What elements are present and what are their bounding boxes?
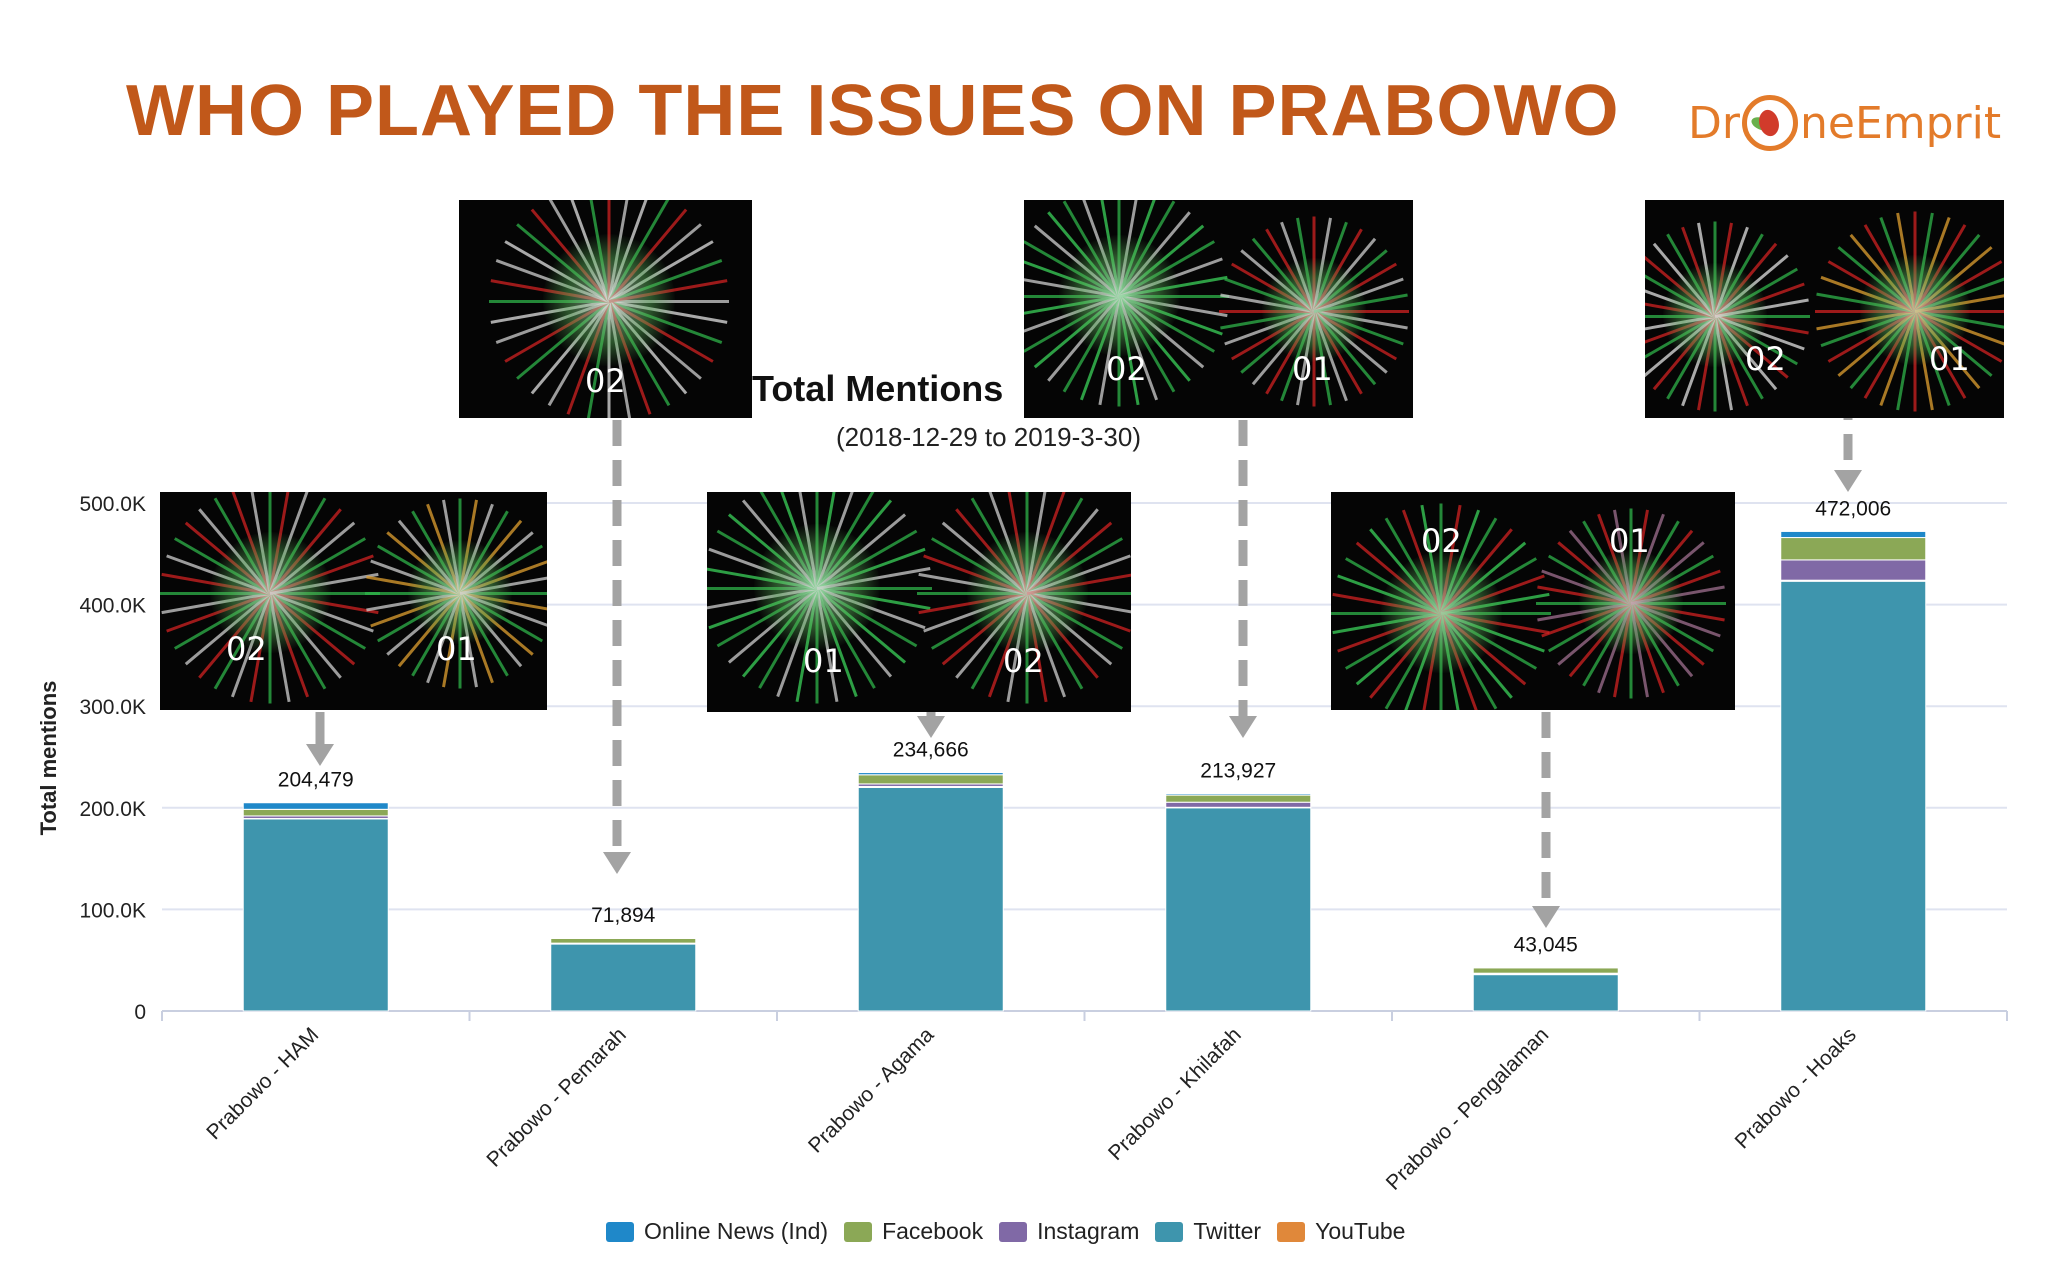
x-tick-label: Prabowo - Agama xyxy=(804,1023,939,1158)
bar-total-labels: 204,479 71,894 234,666 213,927 43,045 472,006 xyxy=(278,497,1891,956)
bar-segment xyxy=(1165,807,1312,1012)
y-tick-label: 400.0K xyxy=(79,595,146,618)
network-graph-image: 02 01 xyxy=(1645,200,2004,418)
network-cluster-label: 01 xyxy=(1609,522,1650,560)
bar-total-label: 234,666 xyxy=(893,739,969,762)
bar-segment xyxy=(242,818,389,1012)
legend-label: YouTube xyxy=(1315,1218,1406,1244)
bar-stacks xyxy=(242,530,1927,1012)
x-tick-label: Prabowo - Hoaks xyxy=(1731,1023,1861,1153)
bar-total-label: 472,006 xyxy=(1815,497,1891,520)
bar-segment xyxy=(1780,559,1927,581)
y-tick-label: 0 xyxy=(134,1001,146,1024)
network-graph-image: 02 01 xyxy=(1024,200,1413,418)
bar-segment xyxy=(550,937,697,939)
pointer-arrow-head xyxy=(1532,906,1560,928)
network-cluster-label: 02 xyxy=(1421,522,1462,560)
x-tick-label: Prabowo - Khilafah xyxy=(1104,1023,1246,1165)
pointer-arrow-head xyxy=(917,716,945,738)
network-cluster-label: 01 xyxy=(1929,340,1970,378)
y-axis-ticks: 0 100.0K 200.0K 300.0K 400.0K 500.0K xyxy=(79,493,146,1024)
y-tick-label: 500.0K xyxy=(79,493,146,516)
x-tick-label: Prabowo - Pemarah xyxy=(482,1023,630,1171)
logo-text-left: Dr xyxy=(1688,97,1740,149)
legend-item[interactable]: Online News (Ind) xyxy=(606,1218,828,1245)
network-cluster-label: 02 xyxy=(1745,340,1786,378)
network-cluster-label: 01 xyxy=(1292,350,1333,388)
y-tick-label: 100.0K xyxy=(79,899,146,922)
legend-label: Twitter xyxy=(1193,1218,1262,1244)
network-graph-image: 02 xyxy=(459,200,752,418)
legend-item[interactable]: Instagram xyxy=(999,1218,1139,1245)
network-cluster-label: 02 xyxy=(585,362,626,400)
legend-swatch xyxy=(999,1221,1028,1242)
bar-segment xyxy=(1780,530,1927,539)
bar-segment xyxy=(242,808,389,817)
network-cluster-label: 01 xyxy=(803,642,844,680)
bar-segment xyxy=(1472,973,1619,1012)
legend-label: Facebook xyxy=(882,1218,984,1244)
bar-segment xyxy=(550,943,697,1012)
bar-segment xyxy=(1780,580,1927,1012)
x-tick-label: Prabowo - Pengalaman xyxy=(1382,1023,1553,1194)
pointer-arrow-head xyxy=(603,852,631,874)
y-axis-label: Total mentions xyxy=(36,681,61,836)
pointer-arrow-head xyxy=(306,744,334,766)
bar-segment xyxy=(1165,793,1312,796)
bar-segment xyxy=(857,786,1004,1012)
bar-segment xyxy=(857,772,1004,776)
bar-segment xyxy=(857,774,1004,785)
legend-item[interactable]: Twitter xyxy=(1155,1218,1261,1245)
bar-segment xyxy=(1472,967,1619,974)
network-cluster-label: 02 xyxy=(1003,642,1044,680)
logo-text-right: neEmprit xyxy=(1799,97,2002,149)
legend-swatch xyxy=(844,1221,873,1242)
chart-title: Total Mentions xyxy=(752,368,1004,409)
drone-bird-icon xyxy=(1741,95,1798,151)
network-graph-image: 01 02 xyxy=(707,492,1131,712)
legend-item[interactable]: YouTube xyxy=(1277,1218,1405,1245)
bar-total-label: 43,045 xyxy=(1514,933,1578,956)
chart-legend: Online News (Ind) Facebook Instagram Twitte… xyxy=(606,1218,1421,1245)
x-tick-label: Prabowo - HAM xyxy=(202,1023,323,1144)
bar-segment xyxy=(550,937,697,944)
network-graph-image: 02 01 xyxy=(1331,492,1735,710)
y-tick-label: 300.0K xyxy=(79,696,146,719)
chart-subtitle: (2018-12-29 to 2019-3-30) xyxy=(836,422,1141,452)
bar-segment xyxy=(1165,794,1312,803)
bar-total-label: 71,894 xyxy=(591,904,656,927)
bar-total-label: 213,927 xyxy=(1200,760,1276,783)
pointer-arrow-head xyxy=(1834,470,1862,492)
legend-item[interactable]: Facebook xyxy=(844,1218,983,1245)
legend-swatch xyxy=(606,1221,634,1242)
bar-segment xyxy=(1780,537,1927,561)
x-axis-ticks: Prabowo - HAM Prabowo - Pemarah Prabowo - … xyxy=(161,1011,2008,1195)
bar-segment xyxy=(1165,801,1312,808)
legend-swatch xyxy=(1277,1221,1306,1242)
bar-segment xyxy=(242,802,389,810)
network-cluster-label: 01 xyxy=(436,630,477,668)
slide-title: WHO PLAYED THE ISSUES ON PRABOWO xyxy=(126,71,1620,151)
legend-label: Online News (Ind) xyxy=(644,1218,829,1244)
pointer-arrow-head xyxy=(1229,716,1257,738)
bar-segment xyxy=(1472,966,1619,969)
bar-total-label: 204,479 xyxy=(278,769,354,792)
legend-label: Instagram xyxy=(1037,1218,1140,1244)
y-tick-label: 200.0K xyxy=(79,798,146,821)
drone-emprit-logo: Dr neEmprit xyxy=(1688,88,2001,158)
network-cluster-label: 02 xyxy=(1106,350,1147,388)
network-graph-image: 02 01 xyxy=(160,492,547,710)
legend-swatch xyxy=(1155,1221,1184,1242)
network-cluster-label: 02 xyxy=(226,630,267,668)
